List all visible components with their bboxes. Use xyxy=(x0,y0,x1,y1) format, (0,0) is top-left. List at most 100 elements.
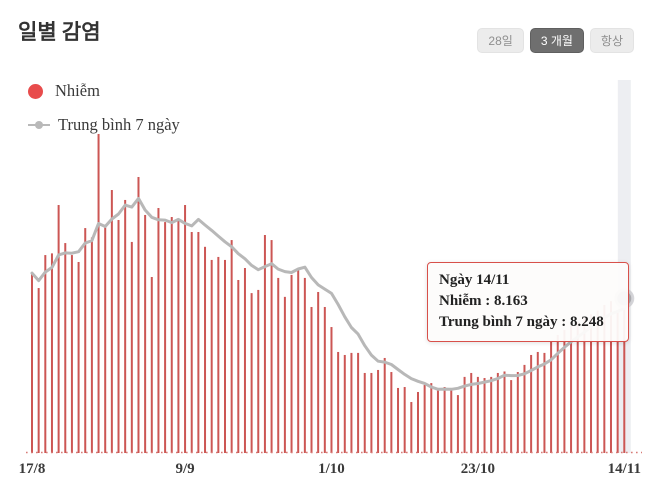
bar[interactable] xyxy=(530,354,533,453)
bar[interactable] xyxy=(190,232,193,453)
bar[interactable] xyxy=(556,334,559,453)
bar[interactable] xyxy=(137,176,140,454)
bar[interactable] xyxy=(97,133,100,453)
bar[interactable] xyxy=(423,384,426,453)
bar[interactable] xyxy=(77,261,80,453)
bar[interactable] xyxy=(31,273,33,453)
legend-item-infected[interactable]: Nhiễm xyxy=(28,78,180,104)
bar[interactable] xyxy=(463,376,466,453)
bar[interactable] xyxy=(230,240,233,453)
bar[interactable] xyxy=(443,387,446,453)
bar[interactable] xyxy=(609,301,612,453)
bar[interactable] xyxy=(330,327,333,453)
bar[interactable] xyxy=(576,321,579,453)
bar[interactable] xyxy=(243,267,246,453)
bar[interactable] xyxy=(283,296,286,453)
bar[interactable] xyxy=(130,241,133,453)
bar[interactable] xyxy=(523,364,526,453)
bar[interactable] xyxy=(277,277,280,453)
bar[interactable] xyxy=(44,255,47,453)
bar[interactable] xyxy=(144,214,147,453)
bar[interactable] xyxy=(317,291,320,453)
bar[interactable] xyxy=(84,228,87,453)
range-button-all[interactable]: 항상 xyxy=(589,28,634,53)
bar[interactable] xyxy=(383,357,386,453)
bar[interactable] xyxy=(170,217,173,453)
bar[interactable] xyxy=(323,306,326,453)
average-line-icon xyxy=(28,121,50,129)
bar[interactable] xyxy=(470,372,473,453)
bar[interactable] xyxy=(510,380,513,453)
bar[interactable] xyxy=(124,199,127,453)
bar[interactable] xyxy=(250,293,253,453)
bar[interactable] xyxy=(37,288,40,453)
bar[interactable] xyxy=(303,277,306,453)
range-button-3m[interactable]: 3 개월 xyxy=(529,28,584,53)
bar[interactable] xyxy=(403,387,406,453)
bar[interactable] xyxy=(310,306,313,453)
bar[interactable] xyxy=(450,387,453,453)
bar[interactable] xyxy=(104,226,107,453)
x-tick-17-8: 17/8 xyxy=(18,461,46,477)
tooltip-infected-value: Nhiễm : 8.163 xyxy=(439,293,528,309)
bar[interactable] xyxy=(570,325,573,453)
bar[interactable] xyxy=(157,208,160,453)
bar[interactable] xyxy=(416,391,419,453)
bar[interactable] xyxy=(197,232,200,453)
bar[interactable] xyxy=(57,205,60,453)
bar[interactable] xyxy=(177,220,180,453)
bar[interactable] xyxy=(483,378,486,453)
range-button-28d[interactable]: 28일 xyxy=(477,28,524,53)
bar[interactable] xyxy=(490,376,493,453)
bar[interactable] xyxy=(436,387,439,453)
bar[interactable] xyxy=(64,243,67,453)
bar[interactable] xyxy=(290,274,293,453)
bar[interactable] xyxy=(390,372,393,453)
bar[interactable] xyxy=(596,310,599,453)
bar[interactable] xyxy=(223,259,226,453)
bar[interactable] xyxy=(337,351,340,453)
bar[interactable] xyxy=(70,255,73,453)
bar[interactable] xyxy=(237,279,240,453)
bar[interactable] xyxy=(550,341,553,453)
bar[interactable] xyxy=(370,372,373,453)
bar[interactable] xyxy=(590,314,593,453)
bar[interactable] xyxy=(343,354,346,453)
bar[interactable] xyxy=(397,387,400,453)
bar[interactable] xyxy=(476,376,479,453)
bar[interactable] xyxy=(210,259,213,453)
bar[interactable] xyxy=(623,299,626,453)
bar[interactable] xyxy=(616,309,619,453)
bar[interactable] xyxy=(257,289,260,453)
legend-item-average[interactable]: Trung bình 7 ngày xyxy=(28,112,180,138)
bar[interactable] xyxy=(563,330,566,453)
bar[interactable] xyxy=(363,372,366,453)
legend-label-infected: Nhiễm xyxy=(55,81,100,100)
bar[interactable] xyxy=(357,352,360,453)
bar[interactable] xyxy=(117,220,120,453)
bar[interactable] xyxy=(536,351,539,453)
bar[interactable] xyxy=(90,237,93,453)
bar[interactable] xyxy=(263,235,266,453)
bar[interactable] xyxy=(184,205,187,453)
bar[interactable] xyxy=(150,276,153,453)
bar[interactable] xyxy=(350,352,353,453)
bar[interactable] xyxy=(217,256,220,453)
bar[interactable] xyxy=(204,246,207,453)
bar[interactable] xyxy=(456,395,459,453)
bar[interactable] xyxy=(583,318,586,453)
bar[interactable] xyxy=(377,369,380,453)
bar[interactable] xyxy=(270,240,273,453)
bar[interactable] xyxy=(164,222,167,453)
bar[interactable] xyxy=(410,402,413,453)
bar[interactable] xyxy=(496,372,499,453)
bar[interactable] xyxy=(516,372,519,453)
bar[interactable] xyxy=(543,352,546,453)
bar[interactable] xyxy=(110,190,113,453)
bar[interactable] xyxy=(297,267,300,453)
bar[interactable] xyxy=(603,304,606,453)
bar[interactable] xyxy=(430,383,433,453)
bar[interactable] xyxy=(503,371,506,453)
bar[interactable] xyxy=(50,253,53,453)
